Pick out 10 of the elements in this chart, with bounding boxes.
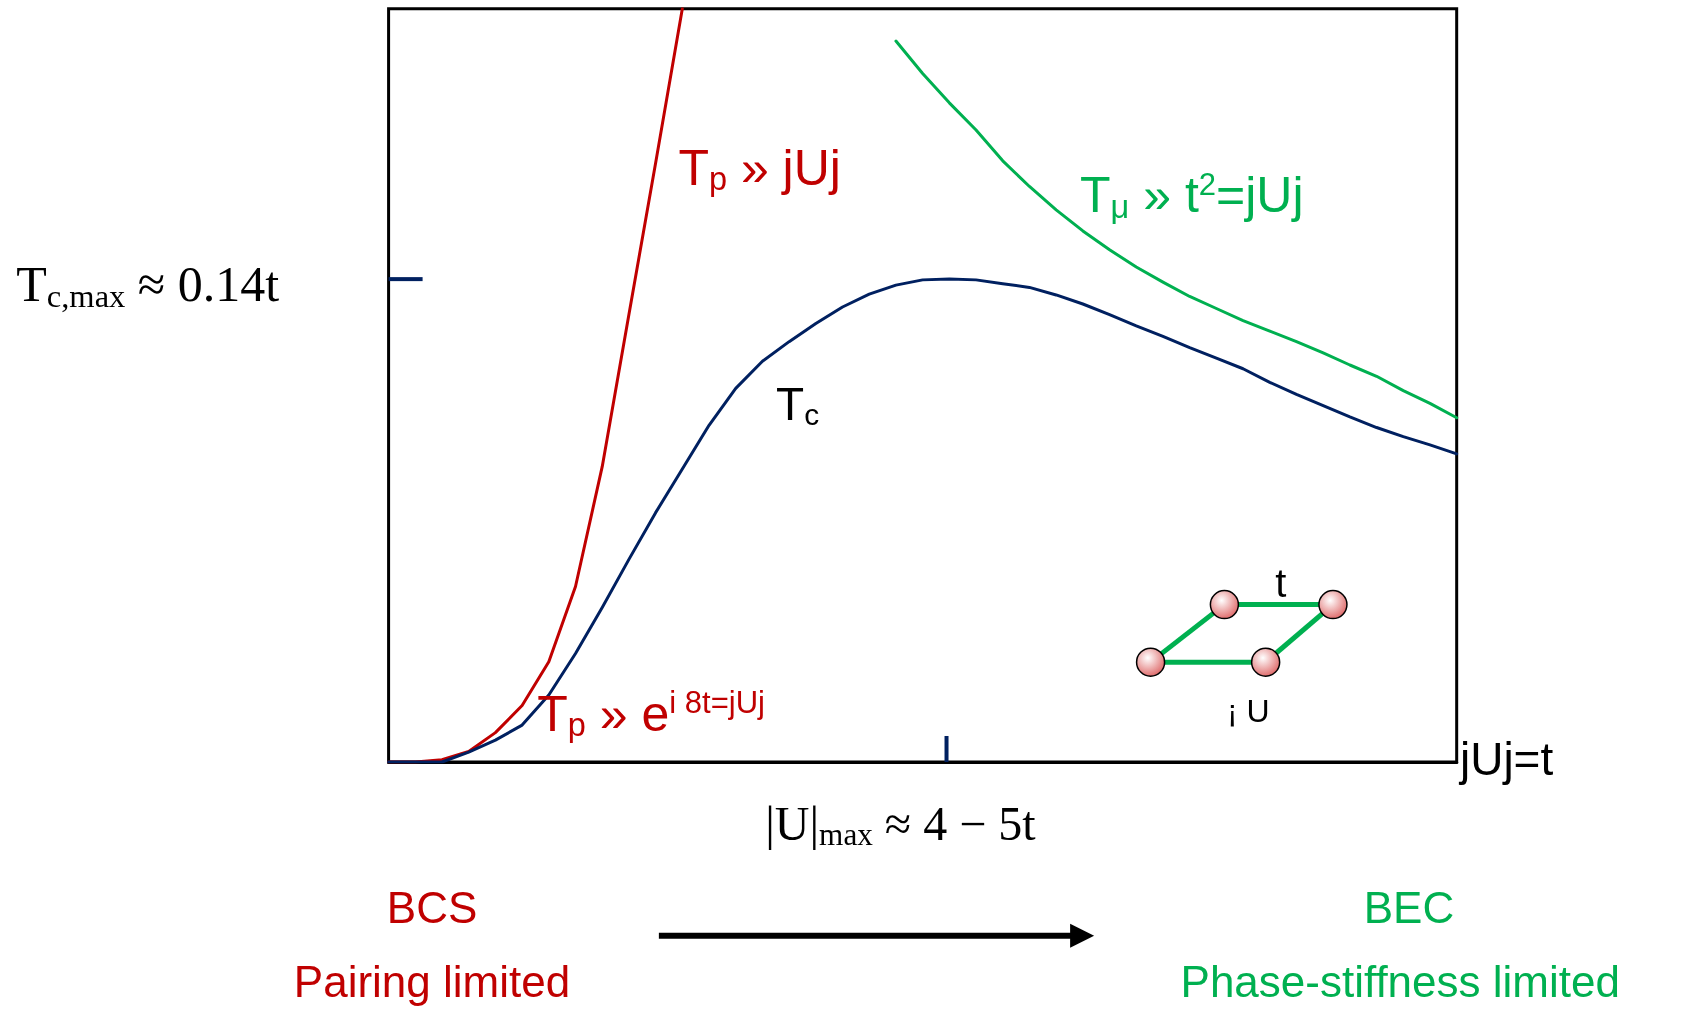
text: Phase-stiffness limited	[1180, 957, 1620, 1007]
annotation: Tp » jUj	[678, 140, 841, 198]
annotation: t	[1275, 560, 1287, 605]
text: Pairing limited	[293, 957, 571, 1007]
text: jUj=t	[1457, 733, 1554, 786]
text: Tc,max ≈ 0.14t	[16, 256, 280, 314]
text: BCS	[386, 883, 478, 933]
text: BEC	[1363, 883, 1455, 933]
annotation: ¡ U	[1226, 693, 1270, 730]
annotation: Tc	[776, 378, 820, 432]
